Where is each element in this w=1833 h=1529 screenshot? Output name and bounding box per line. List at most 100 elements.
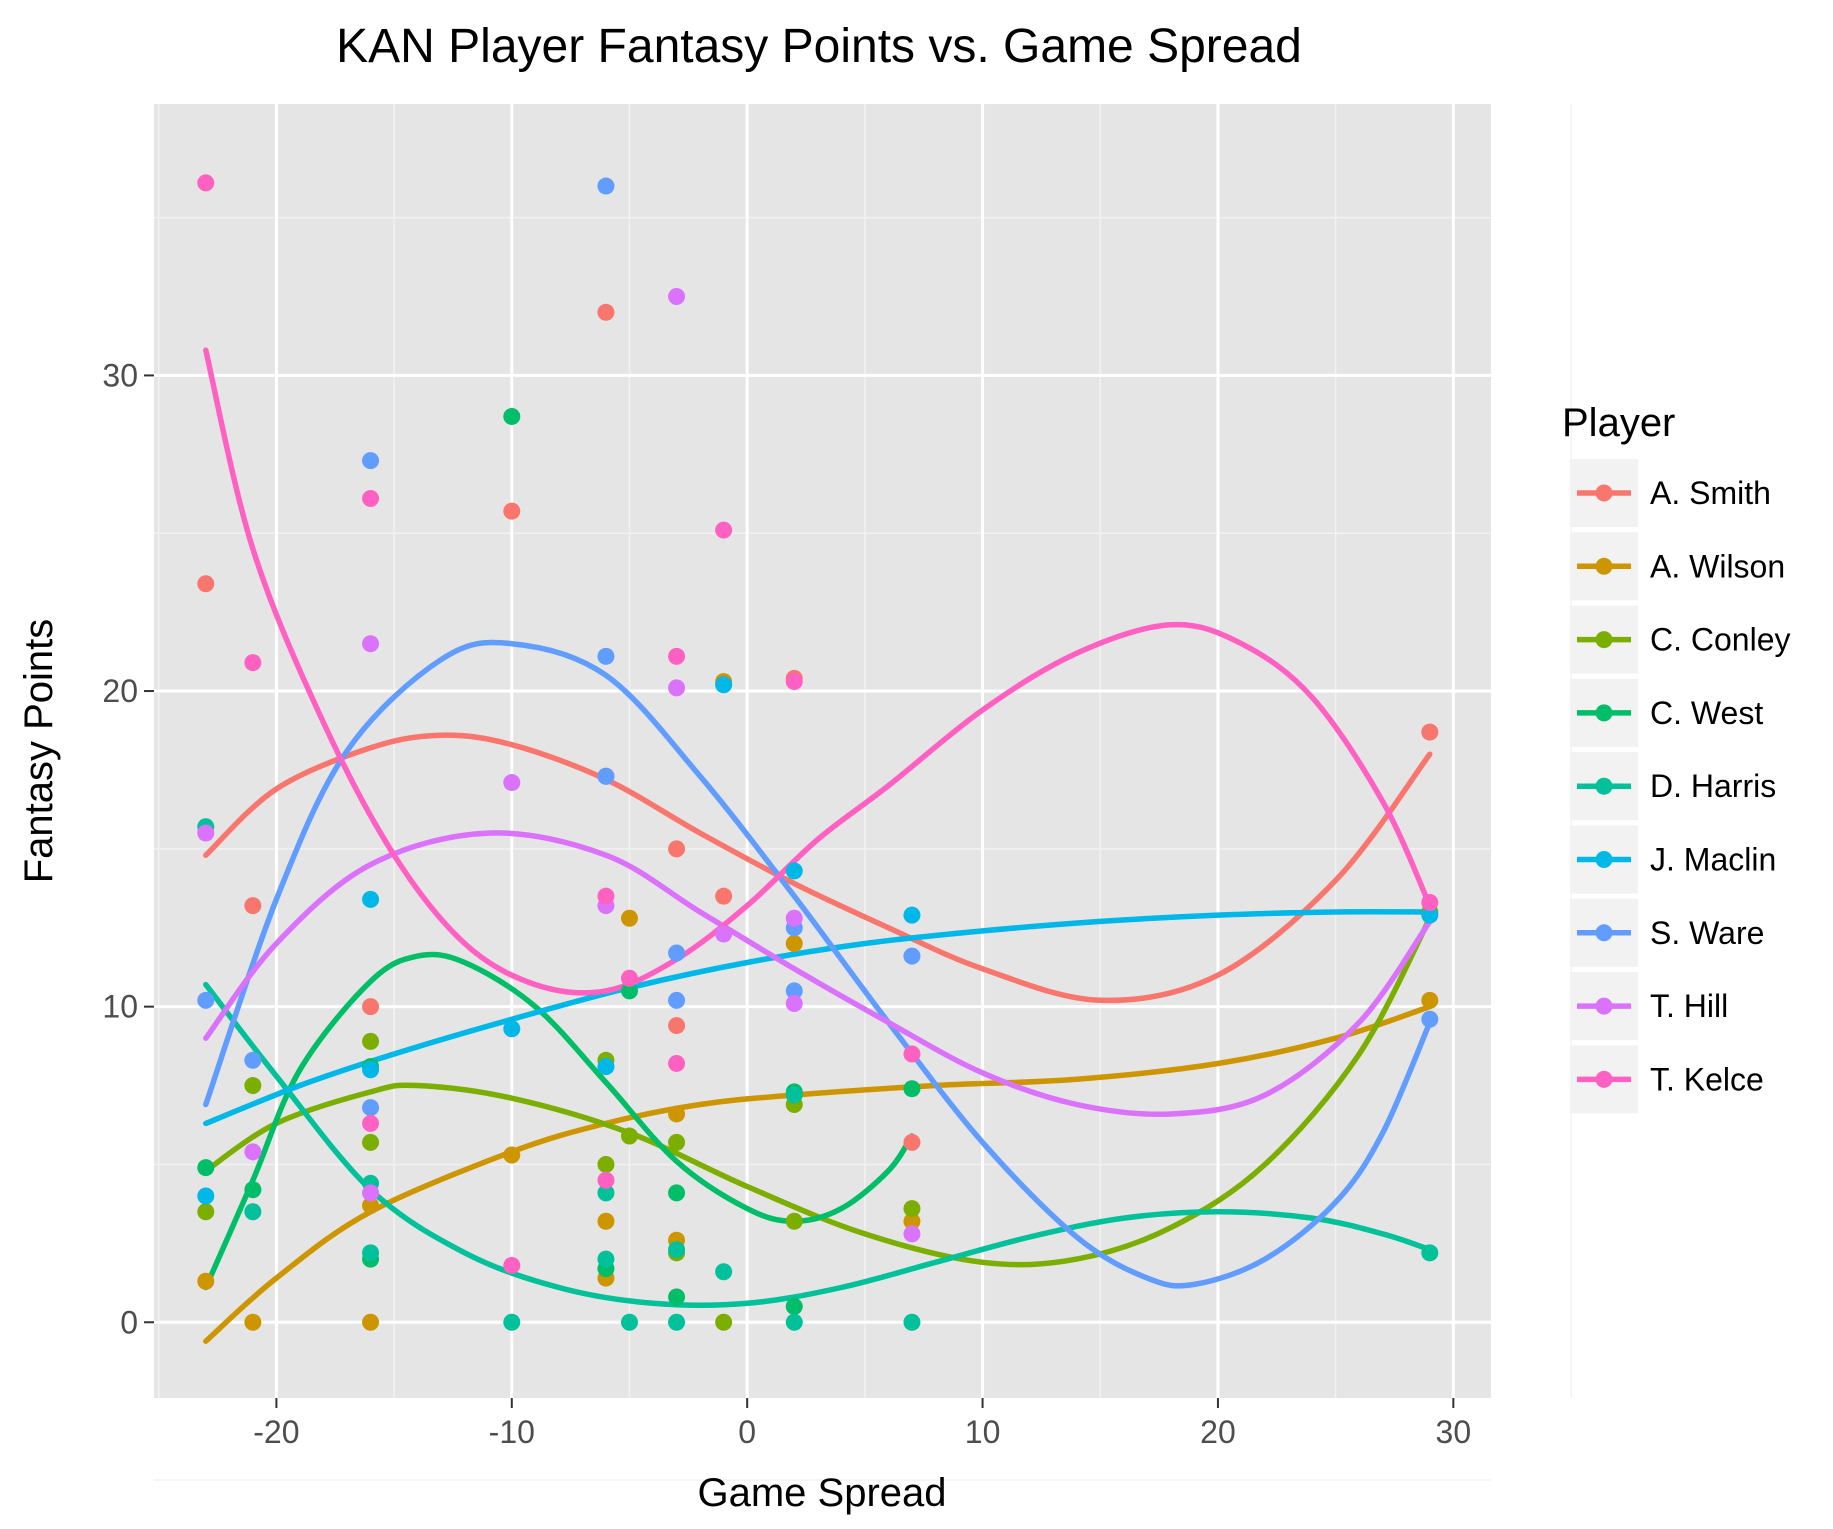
point-d-harris [903, 1313, 921, 1331]
grid-minor [154, 104, 1572, 1481]
legend-label-t-kelce: T. Kelce [1650, 1061, 1764, 1097]
x-tick-label: 30 [1436, 1414, 1472, 1450]
trend-line-t-hill [203, 830, 1433, 1118]
y-axis-title: Fantasy Points [17, 619, 61, 884]
legend-label-d-harris: D. Harris [1650, 768, 1776, 804]
legend: Player A. Smith A. Wilson C. Conley C. West… [1562, 401, 1791, 1114]
grid-major [154, 104, 1491, 1398]
point-s-ware [668, 944, 686, 962]
point-t-kelce [1421, 893, 1439, 911]
point-s-ware [362, 1099, 380, 1117]
trend-line-j-maclin [203, 908, 1433, 1127]
point-c-conley [715, 1313, 733, 1331]
point-t-kelce [597, 887, 615, 905]
point-t-kelce [668, 647, 686, 665]
point-c-west [668, 1288, 686, 1306]
legend-label-c-conley: C. Conley [1650, 622, 1791, 658]
point-t-hill [503, 774, 521, 792]
point-s-ware [597, 647, 615, 665]
point-d-harris [244, 1203, 262, 1221]
legend-title: Player [1562, 401, 1675, 445]
point-t-kelce [362, 1114, 380, 1132]
trend-line-t-kelce [203, 347, 1433, 996]
point-d-harris [785, 1313, 803, 1331]
legend-dot-c-conley [1595, 631, 1613, 649]
point-t-kelce [244, 654, 262, 672]
legend-item-t-hill: T. Hill [1570, 972, 1728, 1041]
point-a-smith [715, 887, 733, 905]
point-c-west [197, 1159, 215, 1177]
point-j-maclin [597, 1058, 615, 1076]
x-tick-label: -20 [253, 1414, 299, 1450]
point-d-harris [620, 1313, 638, 1331]
point-t-hill [785, 909, 803, 927]
point-j-maclin [785, 862, 803, 880]
point-d-harris [668, 1241, 686, 1259]
point-c-conley [197, 1203, 215, 1221]
point-a-smith [197, 575, 215, 593]
trend-line-c-conley [203, 915, 1433, 1268]
point-s-ware [197, 991, 215, 1009]
point-c-west [503, 407, 521, 425]
legend-item-s-ware: S. Ware [1570, 898, 1764, 967]
point-c-conley [668, 1133, 686, 1151]
point-t-hill [197, 824, 215, 842]
point-t-kelce [362, 490, 380, 508]
y-tick-label: 30 [102, 357, 138, 393]
point-a-smith [362, 998, 380, 1016]
legend-dot-t-hill [1595, 997, 1613, 1015]
legend-item-a-smith: A. Smith [1570, 459, 1771, 527]
point-c-west [620, 982, 638, 1000]
point-j-maclin [197, 1187, 215, 1205]
point-t-kelce [197, 174, 215, 192]
point-t-hill [668, 679, 686, 697]
point-a-wilson [1421, 991, 1439, 1009]
point-t-kelce [785, 673, 803, 691]
trend-line-a-smith [203, 732, 1433, 1004]
point-a-smith [903, 1133, 921, 1151]
point-d-harris [715, 1263, 733, 1281]
point-t-kelce [503, 1256, 521, 1274]
point-s-ware [244, 1051, 262, 1069]
y-tick-label: 20 [102, 673, 138, 709]
point-d-harris [597, 1250, 615, 1268]
point-c-conley [362, 1133, 380, 1151]
point-c-west [668, 1184, 686, 1202]
point-a-wilson [244, 1313, 262, 1331]
point-t-kelce [597, 1171, 615, 1189]
legend-dot-s-ware [1595, 924, 1613, 942]
trend-line-c-west [203, 951, 915, 1291]
point-c-conley [597, 1155, 615, 1173]
point-t-hill [903, 1225, 921, 1243]
point-j-maclin [1421, 906, 1439, 924]
legend-label-t-hill: T. Hill [1650, 988, 1728, 1024]
x-tick-label: 10 [965, 1414, 1001, 1450]
legend-item-t-kelce: T. Kelce [1570, 1045, 1764, 1114]
point-a-wilson [197, 1272, 215, 1290]
point-a-smith [668, 840, 686, 858]
point-j-maclin [903, 906, 921, 924]
legend-dot-d-harris [1595, 777, 1613, 795]
point-c-west [903, 1080, 921, 1098]
point-t-kelce [715, 521, 733, 539]
point-a-smith [244, 897, 262, 915]
y-tick-label: 0 [120, 1304, 138, 1340]
legend-label-s-ware: S. Ware [1650, 915, 1764, 951]
point-a-wilson [362, 1313, 380, 1331]
trend-line-s-ware [203, 639, 1433, 1289]
point-t-hill [668, 288, 686, 306]
point-c-conley [362, 1032, 380, 1050]
point-t-hill [785, 994, 803, 1012]
legend-label-a-wilson: A. Wilson [1650, 548, 1785, 584]
point-d-harris [785, 1086, 803, 1104]
legend-item-c-conley: C. Conley [1570, 605, 1791, 674]
point-j-maclin [715, 676, 733, 694]
point-s-ware [597, 177, 615, 195]
x-axis-ticks: -20 -10 0 10 20 30 [253, 1398, 1471, 1450]
legend-label-a-smith: A. Smith [1650, 475, 1771, 511]
point-j-maclin [362, 890, 380, 908]
x-axis-title: Game Spread [697, 1471, 946, 1515]
point-a-smith [1421, 723, 1439, 741]
legend-dot-a-smith [1595, 484, 1613, 502]
